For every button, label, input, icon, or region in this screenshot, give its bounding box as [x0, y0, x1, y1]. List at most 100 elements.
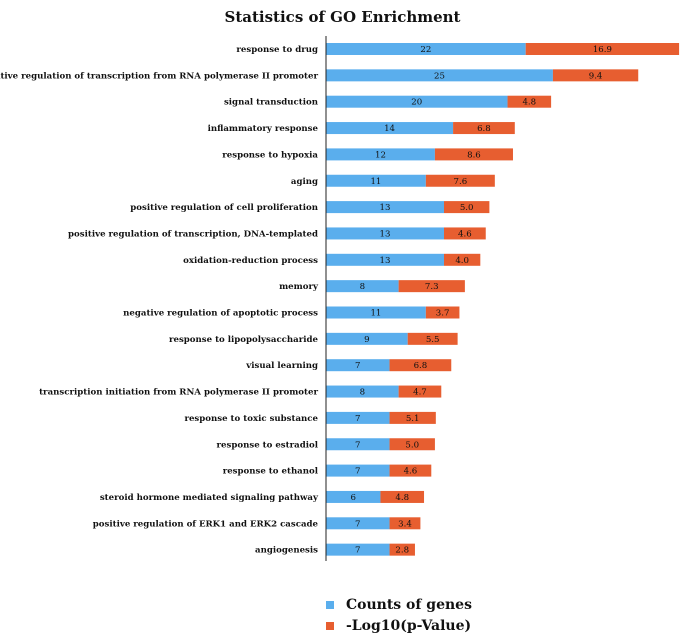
bar-counts	[326, 517, 390, 530]
bar-pvalue	[380, 490, 425, 503]
bar-counts	[326, 174, 426, 187]
bar-pvalue	[525, 43, 680, 55]
bar-counts	[326, 43, 526, 55]
bar-pvalue	[389, 438, 435, 451]
bar-counts	[326, 201, 444, 214]
bar-pvalue	[389, 543, 415, 556]
bar-pvalue	[389, 411, 436, 424]
data-label-pvalue: 3.7	[436, 309, 450, 319]
data-label-counts: 7	[355, 467, 360, 477]
data-label-pvalue: 5.1	[406, 414, 420, 424]
category-label: steroid hormone mediated signaling pathw…	[100, 493, 319, 503]
data-label-counts: 11	[370, 177, 381, 187]
bar-counts	[326, 280, 399, 293]
legend-item-counts: Counts of genes	[326, 594, 626, 615]
bar-pvalue	[425, 174, 495, 187]
data-label-counts: 7	[355, 440, 360, 450]
data-label-pvalue: 3.4	[398, 519, 412, 529]
category-label: positive regulation of ERK1 and ERK2 cas…	[93, 519, 319, 529]
data-label-pvalue: 9.4	[589, 71, 603, 81]
category-label: response to ethanol	[223, 467, 319, 477]
data-label-counts: 7	[355, 361, 360, 371]
data-label-counts: 20	[411, 98, 422, 108]
data-label-pvalue: 2.8	[395, 546, 409, 556]
data-label-counts: 8	[360, 282, 365, 292]
data-label-pvalue: 6.8	[477, 124, 491, 134]
bar-pvalue	[444, 201, 490, 214]
data-label-pvalue: 4.7	[413, 388, 427, 398]
legend-swatch-counts	[326, 600, 334, 609]
data-label-pvalue: 4.6	[458, 229, 472, 239]
data-label-counts: 11	[370, 309, 381, 319]
bars-layer: 22 16.9 25 9.4 20 4.8 14 6.8 12 8.6 11 7.6 13 5.0 13 4.…	[326, 43, 680, 556]
bar-pvalue	[444, 253, 481, 266]
data-label-counts: 13	[380, 256, 391, 266]
data-label-pvalue: 5.5	[426, 335, 440, 345]
data-label-pvalue: 5.0	[460, 203, 474, 213]
bar-pvalue	[389, 359, 452, 372]
category-label: memory	[279, 282, 319, 292]
data-label-counts: 7	[355, 414, 360, 424]
category-label: negative regulation of apoptotic process	[123, 309, 318, 319]
bar-counts	[326, 95, 508, 108]
data-label-counts: 22	[420, 45, 431, 55]
bar-pvalue	[434, 148, 513, 161]
category-label: inflammatory response	[208, 124, 319, 134]
category-label: oxidation-reduction process	[183, 256, 318, 266]
data-label-pvalue: 4.8	[522, 98, 536, 108]
bar-pvalue	[398, 280, 465, 293]
category-label: response to lipopolysaccharide	[169, 335, 319, 345]
data-label-pvalue: 7.3	[425, 282, 439, 292]
legend-item-pvalue: -Log10(p-Value)	[326, 615, 626, 636]
data-label-pvalue: 7.6	[454, 177, 468, 187]
category-label: response to toxic substance	[184, 414, 318, 424]
bar-pvalue	[407, 332, 458, 345]
bar-counts	[326, 411, 390, 424]
bar-counts	[326, 122, 454, 135]
data-label-counts: 12	[375, 150, 386, 160]
bar-pvalue	[444, 227, 486, 240]
bar-pvalue	[425, 306, 460, 319]
category-label: positive regulation of transcription fro…	[0, 71, 318, 81]
legend: Counts of genes -Log10(p-Value)	[326, 594, 626, 636]
data-label-counts: 6	[350, 493, 355, 503]
legend-label-pvalue: -Log10(p-Value)	[346, 617, 472, 634]
chart-title: Statistics of GO Enrichment	[224, 8, 461, 26]
bar-pvalue	[507, 95, 552, 108]
data-label-counts: 7	[355, 546, 360, 556]
bar-pvalue	[552, 69, 639, 82]
category-label: positive regulation of cell proliferatio…	[130, 203, 318, 213]
category-label: response to estradiol	[217, 440, 319, 450]
data-label-pvalue: 6.8	[414, 361, 428, 371]
bar-counts	[326, 332, 408, 345]
bar-pvalue	[398, 385, 442, 398]
bar-pvalue	[389, 464, 432, 477]
data-label-pvalue: 4.0	[455, 256, 469, 266]
data-label-pvalue: 5.0	[405, 440, 419, 450]
legend-swatch-pvalue	[326, 621, 334, 630]
category-labels: response to drug positive regulation of t…	[0, 45, 319, 556]
bar-counts	[326, 69, 553, 82]
category-label: visual learning	[245, 361, 318, 371]
category-label: transcription initiation from RNA polyme…	[39, 388, 318, 398]
category-label: aging	[291, 177, 318, 187]
bar-counts	[326, 490, 381, 503]
data-label-counts: 13	[380, 229, 391, 239]
data-label-counts: 14	[384, 124, 395, 134]
bar-pvalue	[453, 122, 515, 135]
category-label: positive regulation of transcription, DN…	[68, 229, 318, 239]
bar-pvalue	[389, 517, 421, 530]
data-label-pvalue: 16.9	[593, 45, 612, 55]
data-label-counts: 8	[360, 388, 365, 398]
bar-counts	[326, 438, 390, 451]
data-label-counts: 9	[364, 335, 369, 345]
bar-counts	[326, 543, 390, 556]
category-label: signal transduction	[224, 98, 319, 108]
legend-label-counts: Counts of genes	[346, 596, 472, 613]
data-label-pvalue: 4.8	[395, 493, 409, 503]
bar-counts	[326, 253, 444, 266]
bar-counts	[326, 385, 399, 398]
bar-counts	[326, 148, 435, 161]
data-label-counts: 7	[355, 519, 360, 529]
bar-counts	[326, 306, 426, 319]
